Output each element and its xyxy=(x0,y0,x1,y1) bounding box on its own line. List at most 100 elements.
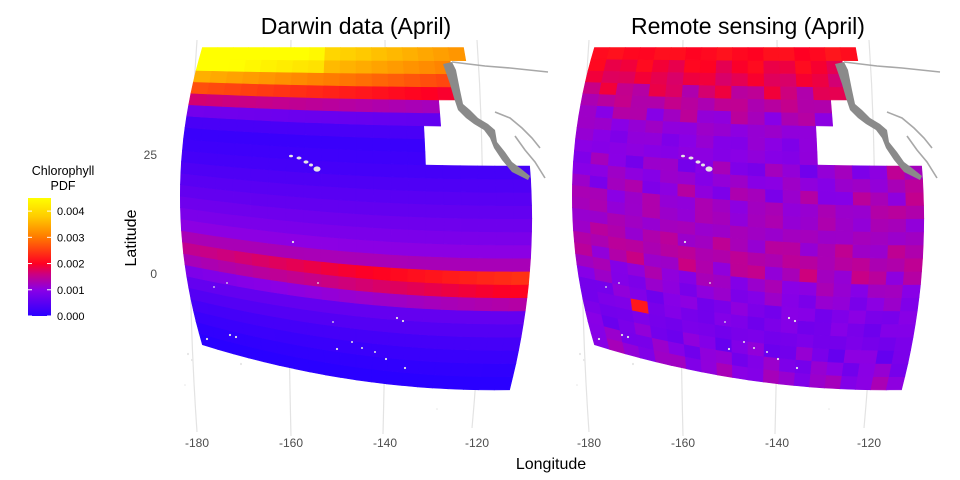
heatmap-cell xyxy=(506,310,526,325)
heatmap-cell xyxy=(834,256,854,272)
heatmap-cell xyxy=(355,123,374,138)
heatmap-cell xyxy=(811,347,830,363)
heatmap-cell xyxy=(609,129,629,144)
heatmap-cell xyxy=(390,228,410,243)
heatmap-cell xyxy=(713,135,732,150)
heatmap-cell xyxy=(870,218,889,233)
hawaii-islands-remote-sensing xyxy=(681,154,713,172)
heatmap-cell xyxy=(625,154,645,169)
heatmap-cell xyxy=(661,132,680,147)
heatmap-cell xyxy=(443,191,462,206)
heatmap-cell xyxy=(495,191,515,206)
heatmap-cell xyxy=(432,374,451,390)
heatmap-cell xyxy=(355,264,374,280)
heatmap-cell xyxy=(677,207,696,223)
heatmap-cell xyxy=(834,243,854,258)
heatmap-cell xyxy=(765,188,784,204)
heatmap-cell xyxy=(286,257,305,273)
heatmap-cell xyxy=(764,291,783,307)
heatmap-cell xyxy=(780,85,798,100)
heatmap-cell xyxy=(643,143,663,158)
heatmap-cell xyxy=(763,368,780,385)
heatmap-cell xyxy=(386,370,404,386)
heatmap-cell xyxy=(747,213,766,228)
heatmap-cell xyxy=(780,98,799,113)
x-tick-label-remote-140: -140 xyxy=(765,436,789,450)
heatmap-cell xyxy=(799,151,818,166)
heatmap-cell xyxy=(763,85,782,100)
north-america-land-darwin xyxy=(443,61,549,180)
heatmap-cell xyxy=(273,83,292,98)
heatmap-cell xyxy=(651,59,670,73)
heatmap-cell xyxy=(355,213,374,228)
heatmap-cell xyxy=(731,47,749,61)
heatmap-cell xyxy=(321,286,340,302)
heatmap-cell xyxy=(250,216,269,232)
heatmap-cell xyxy=(460,178,480,193)
heatmap-cell xyxy=(355,200,374,216)
heatmap-cell xyxy=(404,333,423,349)
heatmap-cell xyxy=(493,376,514,391)
heatmap-cell xyxy=(782,150,801,165)
heatmap-cell xyxy=(782,189,802,204)
heatmap-cell xyxy=(215,188,234,204)
north-america-land-remote-sensing xyxy=(835,61,941,180)
heatmap-cell xyxy=(389,305,408,321)
heatmap-cell xyxy=(458,283,478,298)
heatmap-cell xyxy=(418,360,437,376)
heatmap-cell xyxy=(695,259,714,275)
heatmap-cell xyxy=(835,230,854,245)
heatmap-cell xyxy=(274,71,293,85)
heatmap-cell xyxy=(747,111,766,126)
heatmap-cell xyxy=(459,165,479,180)
heatmap-cell xyxy=(339,364,357,381)
legend-tick-label: 0.004 xyxy=(57,206,85,218)
heatmap-cell xyxy=(800,203,819,218)
heatmap-cell xyxy=(471,323,491,338)
heatmap-cell xyxy=(303,134,323,149)
heatmap-cell xyxy=(373,188,392,204)
heatmap-cell xyxy=(184,115,204,130)
heatmap-cell xyxy=(307,59,325,74)
heatmap-cell xyxy=(845,335,864,351)
heatmap-cell xyxy=(373,240,392,255)
heatmap-cell xyxy=(190,81,210,95)
heatmap-cell xyxy=(624,190,643,206)
heatmap-cell xyxy=(459,257,479,272)
heatmap-cell xyxy=(713,273,732,289)
heatmap-cell xyxy=(794,359,813,375)
heatmap-cell xyxy=(731,72,749,87)
heatmap-cell xyxy=(425,203,445,219)
heatmap-cell xyxy=(443,204,462,219)
heatmap-cell xyxy=(355,353,373,370)
heatmap-cell xyxy=(489,310,509,325)
heatmap-cell xyxy=(684,47,703,61)
heatmap-cell xyxy=(812,334,831,350)
heatmap-cell xyxy=(240,82,259,97)
heatmap-cell xyxy=(850,283,870,298)
heatmap-cell xyxy=(405,112,425,127)
heatmap-cell xyxy=(390,163,409,178)
heatmap-cell xyxy=(712,173,731,188)
heatmap-cell xyxy=(186,104,206,118)
heatmap-cell xyxy=(306,84,324,99)
heatmap-cell xyxy=(238,94,258,109)
heatmap-cell xyxy=(254,107,273,122)
heatmap-cell xyxy=(679,121,698,136)
heatmap-cell xyxy=(574,138,594,153)
heatmap-cell xyxy=(321,298,340,315)
heatmap-cell xyxy=(372,111,391,126)
heatmap-cell xyxy=(595,105,615,119)
heatmap-cell xyxy=(817,164,836,179)
heatmap-cell xyxy=(816,282,835,297)
heatmap-cell xyxy=(510,270,530,285)
heatmap-cell xyxy=(338,199,357,215)
heatmap-cell xyxy=(764,111,783,126)
heatmap-cell xyxy=(591,140,611,154)
heatmap-cell xyxy=(870,191,889,206)
heatmap-cell xyxy=(302,221,322,237)
heatmap-cell xyxy=(390,189,410,204)
heatmap-cell xyxy=(662,108,682,123)
heatmap-cell xyxy=(678,257,697,273)
heatmap-cell xyxy=(467,349,487,364)
